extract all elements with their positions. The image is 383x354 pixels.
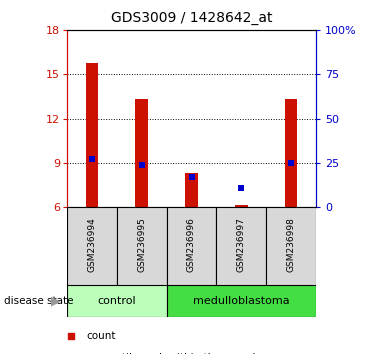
Point	[139, 162, 145, 167]
Text: GSM236994: GSM236994	[87, 217, 97, 272]
Bar	[117, 207, 167, 285]
Text: GSM236998: GSM236998	[286, 217, 296, 272]
Text: GSM236995: GSM236995	[137, 217, 146, 272]
Bar	[167, 285, 316, 317]
Point	[89, 156, 95, 162]
Text: count: count	[86, 331, 116, 341]
Bar	[67, 207, 117, 285]
Text: percentile rank within the sample: percentile rank within the sample	[86, 353, 262, 354]
Bar	[136, 99, 148, 207]
Bar	[266, 207, 316, 285]
Bar	[216, 207, 266, 285]
Bar	[235, 205, 247, 207]
Bar	[285, 99, 297, 207]
Bar	[185, 173, 198, 207]
Text: medulloblastoma: medulloblastoma	[193, 296, 290, 306]
Text: GSM236997: GSM236997	[237, 217, 246, 272]
Bar	[67, 285, 167, 317]
Point	[238, 185, 244, 190]
Bar	[167, 207, 216, 285]
Bar	[86, 63, 98, 207]
Text: GDS3009 / 1428642_at: GDS3009 / 1428642_at	[111, 11, 272, 25]
Text: control: control	[98, 296, 136, 306]
Point	[68, 333, 74, 339]
Text: ▶: ▶	[51, 295, 61, 307]
Point	[288, 160, 294, 166]
Point	[188, 174, 195, 180]
Text: GSM236996: GSM236996	[187, 217, 196, 272]
Text: disease state: disease state	[4, 296, 73, 306]
